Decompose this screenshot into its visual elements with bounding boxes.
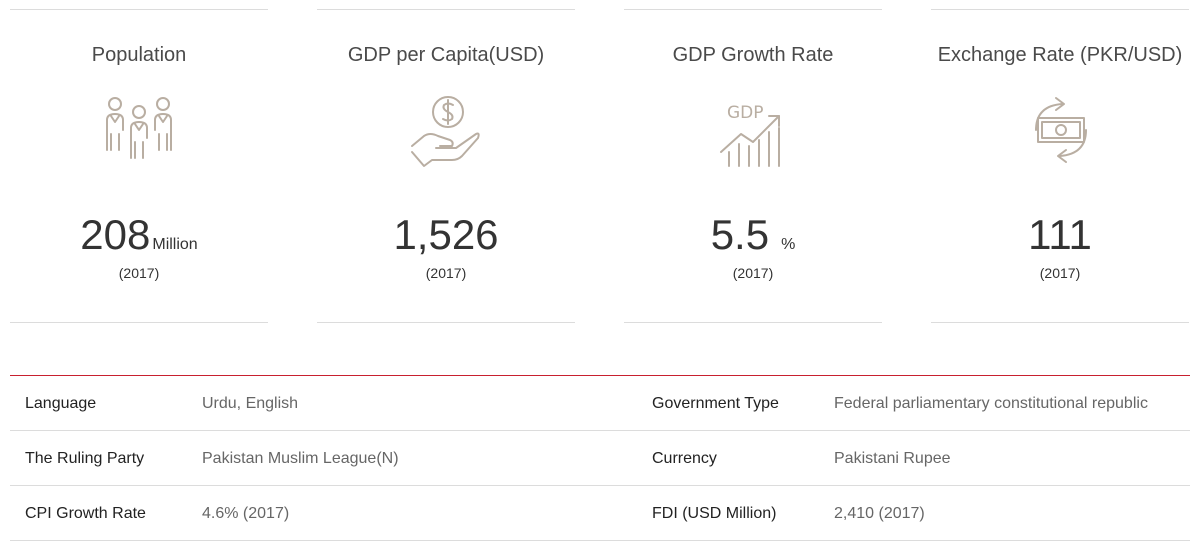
card-gdp-per-capita: GDP per Capita(USD) 1,526 (2017): [317, 9, 575, 323]
card-value: 1,526: [317, 210, 575, 260]
info-value: 4.6% (2017): [202, 505, 290, 522]
table-row: The Ruling Party Pakistan Muslim League(…: [10, 431, 1190, 486]
card-year: (2017): [1039, 265, 1081, 281]
card-gdp-growth: GDP Growth Rate GDP 5.5% (2017): [624, 9, 882, 323]
people-icon: [99, 90, 179, 170]
gdp-icon-text: GDP: [727, 103, 764, 123]
card-exchange-rate: Exchange Rate (PKR/USD) 111 (2017): [931, 9, 1189, 323]
card-population: Population 208 Million (2017): [10, 9, 268, 323]
value-number: 1,526: [393, 211, 499, 258]
card-title: Population: [91, 44, 187, 66]
money-hand-icon: [406, 90, 486, 170]
info-label: Government Type: [652, 395, 779, 412]
card-title: Exchange Rate (PKR/USD): [937, 44, 1183, 66]
card-value: 111: [931, 210, 1189, 260]
info-label: Language: [25, 395, 97, 412]
table-row: Language Urdu, English Government Type F…: [10, 376, 1190, 431]
currency-exchange-icon: [1020, 90, 1100, 170]
gdp-growth-chart-icon: GDP: [713, 90, 793, 170]
info-label: CPI Growth Rate: [25, 505, 146, 522]
info-label: The Ruling Party: [25, 450, 145, 467]
card-title: GDP Growth Rate: [672, 44, 834, 66]
card-value: 5.5%: [624, 210, 882, 270]
info-value: Urdu, English: [202, 395, 299, 412]
value-number: 208: [80, 211, 151, 258]
info-label: Currency: [652, 450, 717, 467]
card-value: 208 Million: [10, 210, 268, 270]
card-year: (2017): [118, 265, 160, 281]
info-value: Federal parliamentary constitutional rep…: [834, 395, 1148, 412]
value-unit: %: [781, 236, 796, 253]
card-title: GDP per Capita(USD): [347, 44, 545, 66]
info-value: Pakistan Muslim League(N): [202, 450, 399, 467]
info-label: FDI (USD Million): [652, 505, 777, 522]
card-year: (2017): [425, 265, 467, 281]
indicator-cards: Population 208 Million (2017) GDP per Cap…: [10, 9, 1189, 323]
card-year: (2017): [732, 265, 774, 281]
value-number: 111: [1028, 211, 1092, 258]
table-row: CPI Growth Rate 4.6% (2017) FDI (USD Mil…: [10, 486, 1190, 541]
info-value: Pakistani Rupee: [834, 450, 951, 467]
info-table: Language Urdu, English Government Type F…: [10, 375, 1190, 541]
value-unit: Million: [152, 236, 198, 253]
value-number: 5.5: [710, 211, 770, 258]
info-value: 2,410 (2017): [834, 505, 925, 522]
